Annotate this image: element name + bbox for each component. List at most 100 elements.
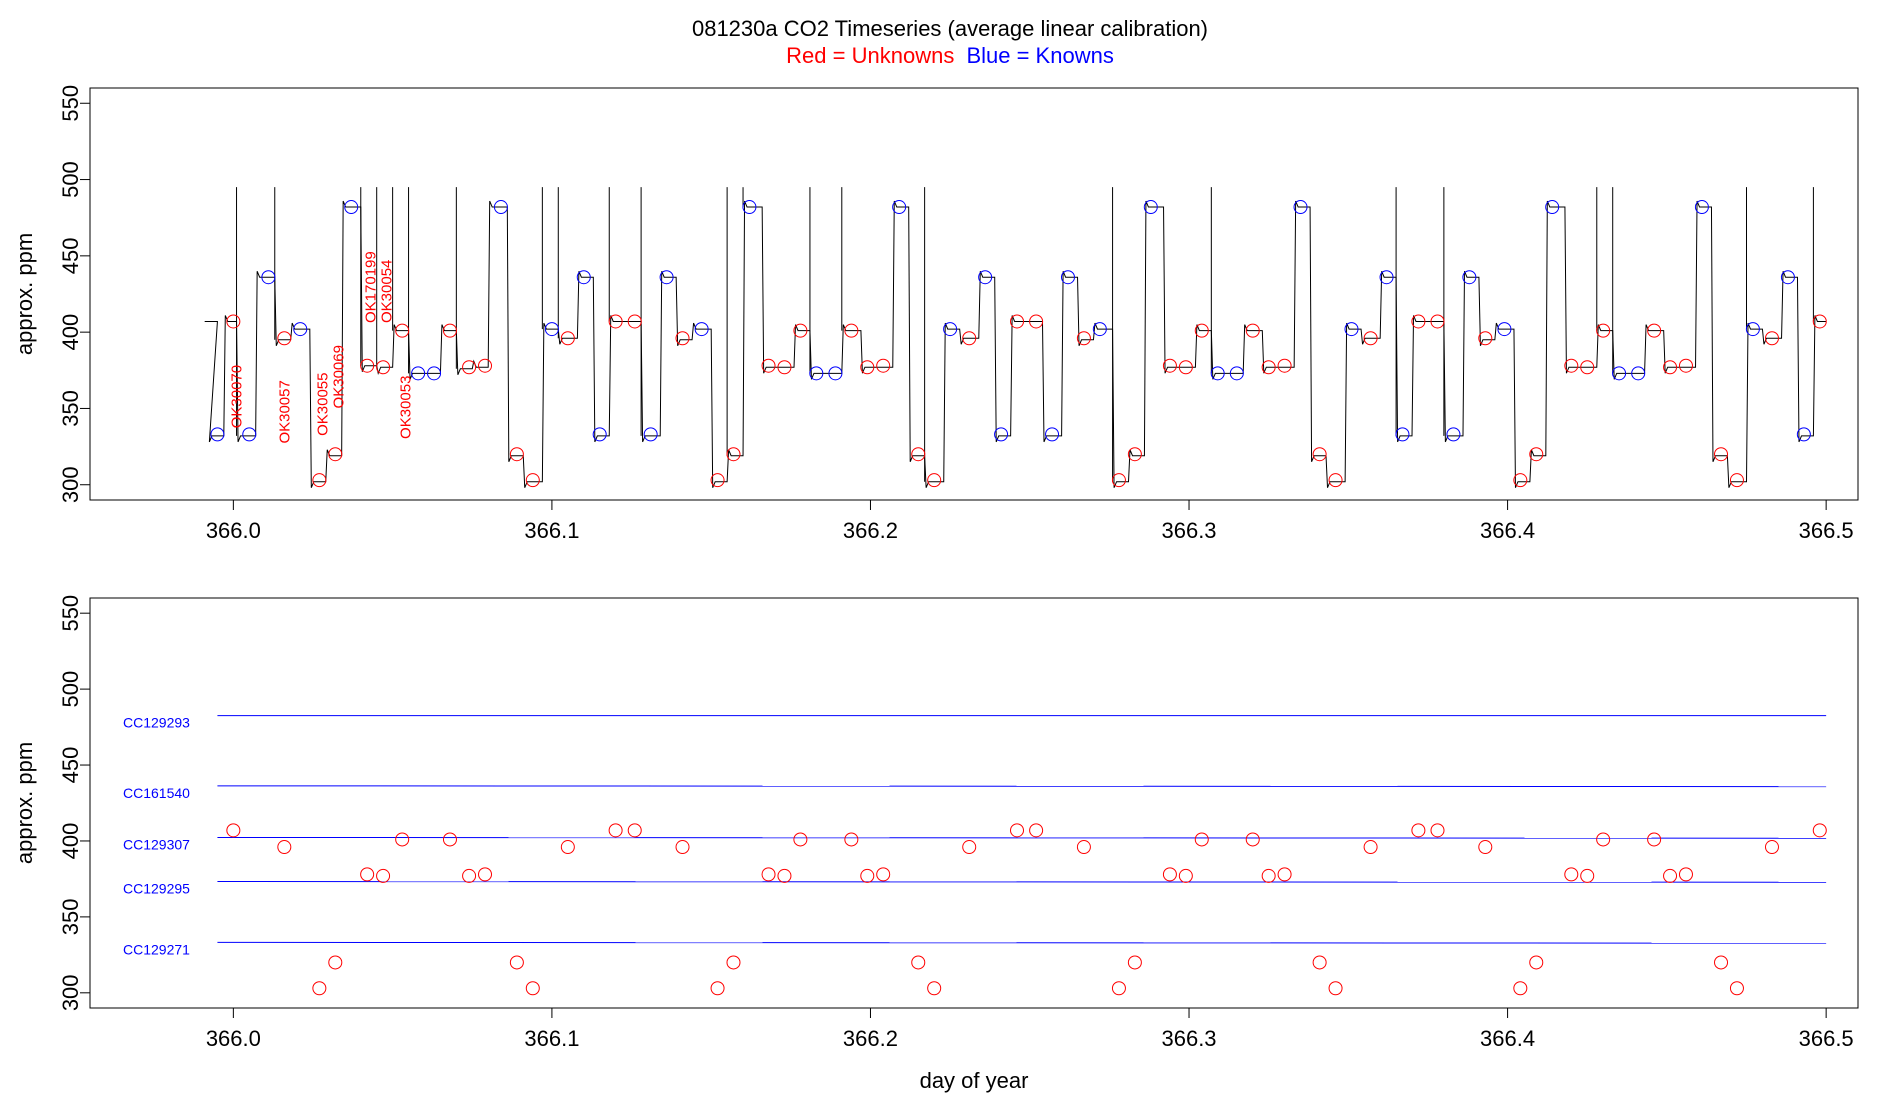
- known-point: [994, 427, 1009, 442]
- unknown-point: [1029, 314, 1044, 329]
- unknown-point: [1678, 358, 1693, 373]
- unknown-point: [1580, 360, 1595, 375]
- unknown-point: [1812, 314, 1827, 329]
- known-point: [1631, 366, 1646, 381]
- unknown-point: [1277, 867, 1292, 882]
- known-point: [694, 322, 709, 337]
- sample-annotation: OK30057: [276, 380, 293, 443]
- known-point: [1694, 200, 1709, 215]
- unknown-point: [777, 868, 792, 883]
- standard-reference-line: [217, 836, 1827, 839]
- known-point: [643, 427, 658, 442]
- unknown-point: [710, 981, 725, 996]
- x-tick-label: 366.0: [206, 1026, 261, 1051]
- unknown-point: [1363, 331, 1378, 346]
- unknown-point: [1430, 314, 1445, 329]
- unknown-point: [1513, 473, 1528, 488]
- unknown-point: [1663, 360, 1678, 375]
- unknown-point: [1729, 981, 1744, 996]
- known-point: [210, 427, 225, 442]
- x-tick-label: 366.4: [1480, 1026, 1535, 1051]
- y-tick-label: 450: [58, 237, 83, 274]
- known-point: [892, 200, 907, 215]
- known-point: [1446, 427, 1461, 442]
- known-point: [828, 366, 843, 381]
- known-point: [242, 427, 257, 442]
- unknown-point: [328, 447, 343, 462]
- unknown-point: [1564, 358, 1579, 373]
- unknown-point: [675, 331, 690, 346]
- x-tick-label: 366.4: [1480, 518, 1535, 543]
- y-tick-label: 350: [58, 390, 83, 427]
- unknown-point: [761, 867, 776, 882]
- known-point: [943, 322, 958, 337]
- known-point: [742, 200, 757, 215]
- unknown-point: [1529, 447, 1544, 462]
- known-point: [1210, 366, 1225, 381]
- known-point: [1379, 270, 1394, 285]
- known-point: [427, 366, 442, 381]
- unknown-point: [1647, 832, 1662, 847]
- unknown-point: [442, 832, 457, 847]
- known-point: [261, 270, 276, 285]
- y-tick-label: 400: [58, 314, 83, 351]
- unknown-point: [360, 867, 375, 882]
- bottom-panel-scatter: 366.0 366.1 366.2 366.3 366.4 366.5 300 350 400 4…: [12, 595, 1859, 1093]
- unknown-point: [1261, 360, 1276, 375]
- x-tick-label: 366.0: [206, 518, 261, 543]
- unknown-point: [608, 314, 623, 329]
- unknown-point: [844, 832, 859, 847]
- unknown-point: [442, 323, 457, 338]
- unknown-point: [328, 955, 343, 970]
- known-point: [659, 270, 674, 285]
- unknown-point: [962, 331, 977, 346]
- unknown-point: [627, 823, 642, 838]
- unknown-point: [1111, 981, 1126, 996]
- unknown-point: [1178, 868, 1193, 883]
- subtitle-unknowns: Red = Unknowns: [786, 43, 954, 68]
- y-tick-label: 450: [58, 747, 83, 784]
- unknown-point: [509, 447, 524, 462]
- unknown-point: [1764, 331, 1779, 346]
- unknown-point: [478, 358, 493, 373]
- y-tick-label: 300: [58, 974, 83, 1011]
- unknown-point: [1430, 823, 1445, 838]
- unknown-point: [1194, 832, 1209, 847]
- unknown-point: [1529, 955, 1544, 970]
- standard-label: CC129293: [123, 715, 190, 731]
- unknown-point: [761, 358, 776, 373]
- x-tick-label: 366.1: [524, 1026, 579, 1051]
- injection-spikes: [236, 187, 1814, 482]
- unknown-point: [876, 867, 891, 882]
- unknown-point: [1812, 823, 1827, 838]
- x-tick-label: 366.2: [843, 1026, 898, 1051]
- known-point: [1060, 270, 1075, 285]
- unknown-point: [1647, 323, 1662, 338]
- sample-annotation: OK30054: [378, 260, 395, 323]
- standard-reference-line: [217, 881, 1827, 883]
- standard-label: CC129295: [123, 881, 190, 897]
- unknown-point: [1363, 840, 1378, 855]
- unknown-point: [1029, 823, 1044, 838]
- unknown-point: [1194, 323, 1209, 338]
- y-tick-label: 550: [58, 595, 83, 632]
- standard-label: CC129271: [123, 941, 190, 957]
- unknown-point: [608, 823, 623, 838]
- unknown-point: [1076, 840, 1091, 855]
- known-point: [592, 427, 607, 442]
- y-tick-label: 500: [58, 161, 83, 198]
- y-tick-label: 500: [58, 671, 83, 708]
- plot-frame: [89, 87, 1859, 501]
- sample-annotation: OK30055: [315, 373, 332, 436]
- known-point: [1612, 366, 1627, 381]
- known-point: [1780, 270, 1795, 285]
- unknown-point: [462, 868, 477, 883]
- known-point: [1344, 322, 1359, 337]
- unknown-point: [1411, 314, 1426, 329]
- sample-annotation: OK30069: [330, 345, 347, 408]
- known-point-group: [210, 200, 1811, 442]
- known-point: [344, 200, 359, 215]
- unknown-point: [962, 840, 977, 855]
- sample-annotation: OK30070: [229, 365, 246, 428]
